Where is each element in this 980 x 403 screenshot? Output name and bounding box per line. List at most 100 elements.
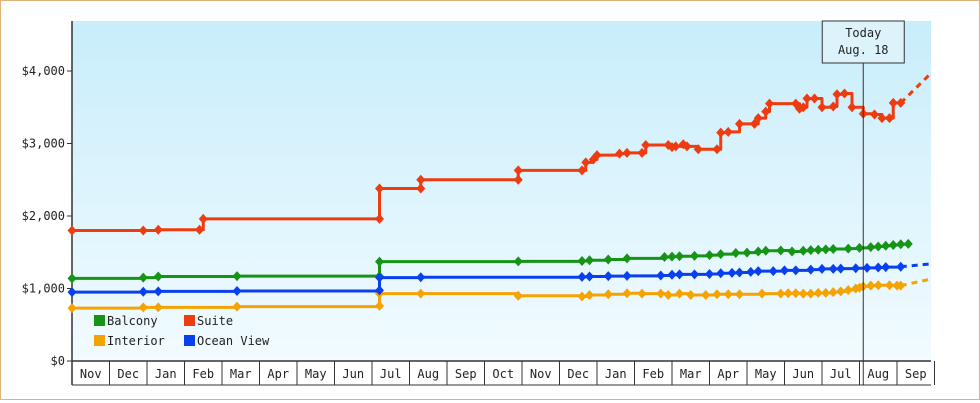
data-point-interior [138,302,148,313]
data-point-balcony [821,244,831,255]
data-point-ocean-view [416,272,426,283]
data-point-ocean-view [67,287,77,298]
today-label: Today [845,26,881,40]
legend-swatch-interior [94,335,105,346]
data-point-ocean-view [716,268,726,279]
today-date: Aug. 18 [838,43,889,57]
data-point-balcony [813,244,823,255]
x-tick-label: Apr [717,367,739,381]
data-point-balcony [787,246,797,257]
data-point-suite [877,113,887,124]
data-point-ocean-view [375,285,384,296]
data-point-balcony [731,247,741,258]
data-point-balcony [888,240,898,250]
x-tick-label: Jul [380,367,402,381]
legend-swatch-balcony [94,315,105,326]
legend-label-ocean-view: Ocean View [197,334,270,348]
data-point-ocean-view [153,286,163,297]
data-point-suite [637,147,647,158]
data-point-ocean-view [727,267,737,278]
data-point-interior [153,302,163,313]
projection-line-interior [900,277,932,288]
data-point-ocean-view [375,272,384,283]
data-point-ocean-view [705,269,714,279]
data-point-suite [671,141,681,152]
data-point-ocean-view [622,270,632,281]
data-point-interior [675,288,684,299]
x-tick-label: May [755,367,777,381]
data-point-suite [195,224,204,235]
data-point-interior [813,287,823,298]
data-point-suite [513,174,523,185]
data-point-ocean-view [851,263,861,274]
data-point-suite [761,106,771,117]
data-point-ocean-view [881,262,891,273]
data-point-balcony [828,243,838,254]
data-point-balcony [806,245,816,256]
y-tick-label: $4,000 [22,64,65,78]
data-point-balcony [798,245,808,256]
data-point-interior [656,288,666,299]
x-tick-label: Mar [680,367,702,381]
data-point-balcony [843,243,853,254]
data-point-balcony [761,245,771,256]
data-point-balcony [866,242,876,253]
data-point-balcony [753,246,763,257]
data-point-ocean-view [806,264,816,275]
data-point-ocean-view [138,286,148,297]
data-point-suite [885,113,894,124]
data-point-interior [821,287,831,298]
data-point-balcony [873,241,883,252]
legend-swatch-ocean-view [184,335,195,346]
data-point-suite [810,93,819,104]
data-point-ocean-view [862,262,872,273]
data-point-suite [513,165,523,176]
data-point-interior [757,288,767,299]
x-tick-label: Apr [267,367,289,381]
data-point-interior [836,286,846,297]
x-tick-label: Nov [80,367,102,381]
x-tick-label: Dec [567,367,589,381]
data-point-interior [375,300,384,311]
data-point-balcony [716,249,726,260]
data-point-balcony [881,240,891,251]
data-point-ocean-view [667,269,677,280]
data-point-ocean-view [603,271,613,282]
series-ocean-view [67,261,932,298]
series-balcony [67,238,913,284]
data-point-suite [798,102,808,113]
data-point-suite [840,88,849,99]
data-point-interior [232,301,242,312]
data-point-ocean-view [232,286,242,297]
data-point-balcony [675,251,684,262]
data-point-balcony [585,255,594,266]
data-point-balcony [690,250,699,261]
data-point-interior [873,280,883,291]
data-point-suite [416,183,426,194]
data-point-balcony [67,273,77,284]
data-point-ocean-view [828,263,838,274]
data-point-balcony [660,251,669,262]
data-point-suite [581,157,591,168]
data-point-balcony [138,272,148,283]
data-point-interior [67,303,77,314]
legend: Balcony Suite Interior Ocean View [94,314,270,348]
data-point-balcony [232,271,242,282]
x-tick-label: May [305,367,327,381]
data-point-ocean-view [780,265,789,276]
plot-background [72,21,931,361]
data-point-balcony [577,255,587,266]
data-point-interior [686,290,696,301]
x-tick-label: Jun [342,367,364,381]
data-point-suite [870,109,879,120]
data-point-ocean-view [817,263,827,274]
x-tick-label: Jun [792,367,814,381]
today-box [821,20,905,64]
data-point-interior [783,288,793,299]
data-point-suite [723,126,733,137]
data-point-balcony [153,271,163,282]
data-point-suite [622,147,632,158]
data-point-balcony [705,250,714,261]
data-point-suite [765,98,774,109]
data-point-balcony [375,256,384,267]
